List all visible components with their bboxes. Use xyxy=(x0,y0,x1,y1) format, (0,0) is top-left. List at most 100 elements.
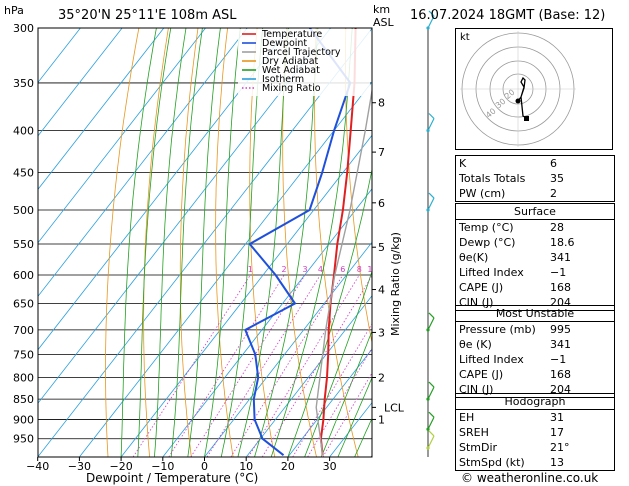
wet-adiabat-line xyxy=(187,28,221,457)
wet-adiabat-line xyxy=(337,376,372,457)
hodograph-unit: kt xyxy=(460,32,470,43)
x-tick-label: −30 xyxy=(68,460,91,473)
wind-barb-flag xyxy=(428,113,435,119)
isotherm-line xyxy=(245,295,372,457)
axes: 3003504004505005506006507007508008509009… xyxy=(13,22,405,473)
isotherm-line xyxy=(38,28,372,457)
x-tick-label: 20 xyxy=(281,460,295,473)
wet-adiabat-line xyxy=(320,330,372,457)
isotherm-line xyxy=(38,28,248,297)
x-tick-label: 0 xyxy=(201,460,208,473)
wind-barb xyxy=(427,435,435,449)
stat-label: Lifted Index xyxy=(459,266,524,279)
stat-label: Totals Totals xyxy=(459,172,526,185)
stat-row: Temp (°C) 28 xyxy=(456,220,614,235)
wet-adiabat-line xyxy=(137,28,172,457)
copyright: © weatheronline.co.uk xyxy=(461,471,599,485)
mixing-ratio-line xyxy=(247,274,360,457)
wind-barb xyxy=(427,197,435,211)
stat-row: Lifted Index −1 xyxy=(456,352,614,367)
stat-label: SREH xyxy=(459,426,489,439)
pressure-tick-label: 650 xyxy=(13,298,34,311)
pressure-tick-label: 350 xyxy=(13,77,34,90)
stat-label: CAPE (J) xyxy=(459,368,504,381)
height-tick-label: 6 xyxy=(378,197,385,210)
dry-adiabat-line xyxy=(105,28,140,457)
pressure-tick-label: 450 xyxy=(13,166,34,179)
hodograph-storm-marker xyxy=(524,116,529,121)
wind-barb xyxy=(427,416,435,430)
wind-barb-flag xyxy=(428,430,435,437)
hodograph-params-panel: Hodograph EH 31 SREH 17 StmDir 21° StmSpd (kt) 1… xyxy=(455,393,615,471)
stat-row: θe(K) 341 xyxy=(456,250,614,265)
stat-value: 2 xyxy=(550,187,557,200)
pressure-tick-label: 300 xyxy=(13,22,34,35)
lcl-label: LCL xyxy=(384,401,405,414)
stat-value: 204 xyxy=(550,383,571,396)
stat-label: EH xyxy=(459,411,475,424)
x-tick-label: −20 xyxy=(109,460,132,473)
mixing-ratio-line xyxy=(206,274,321,457)
wind-barb xyxy=(427,317,435,331)
mixing-ratio-label: 6 xyxy=(340,265,345,274)
stat-value: 341 xyxy=(550,338,571,351)
legend-label: Parcel Trajectory xyxy=(262,47,341,58)
stat-label: PW (cm) xyxy=(459,187,506,200)
wet-adiabat-line xyxy=(304,270,372,457)
profile-curves xyxy=(244,28,372,456)
isotherm-line xyxy=(79,81,372,457)
mixing-ratio-label: 4 xyxy=(318,265,323,274)
legend-label: Dry Adiabat xyxy=(262,56,319,67)
surface-panel: Surface Temp (°C) 28 Dewp (°C) 18.6 θe(K) 341 L… xyxy=(455,203,615,311)
pressure-tick-label: 550 xyxy=(13,238,34,251)
panel-title: Hodograph xyxy=(456,394,614,410)
wind-barb-base xyxy=(426,427,430,431)
stat-label: θe (K) xyxy=(459,338,492,351)
hodograph-start-marker xyxy=(515,98,521,104)
height-tick-label: 4 xyxy=(378,284,385,297)
km-label: km xyxy=(373,3,391,16)
wind-barb-base xyxy=(426,208,430,212)
wind-barb-flag xyxy=(428,381,435,388)
stat-value: 995 xyxy=(550,323,571,336)
mixing-ratio-line xyxy=(168,274,285,457)
hpa-label: hPa xyxy=(4,4,24,17)
stat-value: 35 xyxy=(550,172,564,185)
stat-value: 31 xyxy=(550,411,564,424)
isotherm-line xyxy=(162,188,372,457)
pressure-tick-label: 700 xyxy=(13,324,34,337)
stat-label: CIN (J) xyxy=(459,383,494,396)
x-tick-label: 30 xyxy=(323,460,337,473)
mixing-ratio-label: 20 xyxy=(410,265,420,274)
legend-label: Dewpoint xyxy=(262,38,307,49)
mixing-ratio-label: 1 xyxy=(248,265,253,274)
isotherm-line xyxy=(38,28,331,404)
dry-adiabat-line xyxy=(344,28,372,345)
stat-label: CAPE (J) xyxy=(459,281,504,294)
height-tick-label: 2 xyxy=(378,371,385,384)
mixing-ratio-line xyxy=(132,274,251,457)
x-axis-label: Dewpoint / Temperature (°C) xyxy=(86,471,259,485)
location-title: 35°20'N 25°11'E 108m ASL xyxy=(58,8,237,23)
stat-row: Totals Totals 35 xyxy=(456,171,614,186)
stat-value: 13 xyxy=(550,456,564,469)
wind-barb-base xyxy=(426,128,430,133)
pressure-tick-label: 850 xyxy=(13,393,34,406)
pressure-tick-label: 900 xyxy=(13,413,34,426)
mixing-ratio-axis-label: Mixing Ratio (g/kg) xyxy=(389,232,402,336)
wind-barb-flag xyxy=(428,192,435,199)
mixing-ratio-line xyxy=(230,274,344,457)
mixing-ratio-line xyxy=(322,372,372,457)
mixing-ratio-line xyxy=(307,347,372,457)
indices-panel: K 6 Totals Totals 35 PW (cm) 2 xyxy=(455,155,615,202)
wet-adiabat-line xyxy=(287,167,372,457)
wet-adiabat-line xyxy=(270,28,353,457)
hodograph-trace xyxy=(517,76,529,120)
stat-row: Pressure (mb) 995 xyxy=(456,322,614,337)
wind-barb-base xyxy=(426,328,430,332)
stat-label: Pressure (mb) xyxy=(459,323,536,336)
wet-adiabat-line xyxy=(170,28,203,457)
